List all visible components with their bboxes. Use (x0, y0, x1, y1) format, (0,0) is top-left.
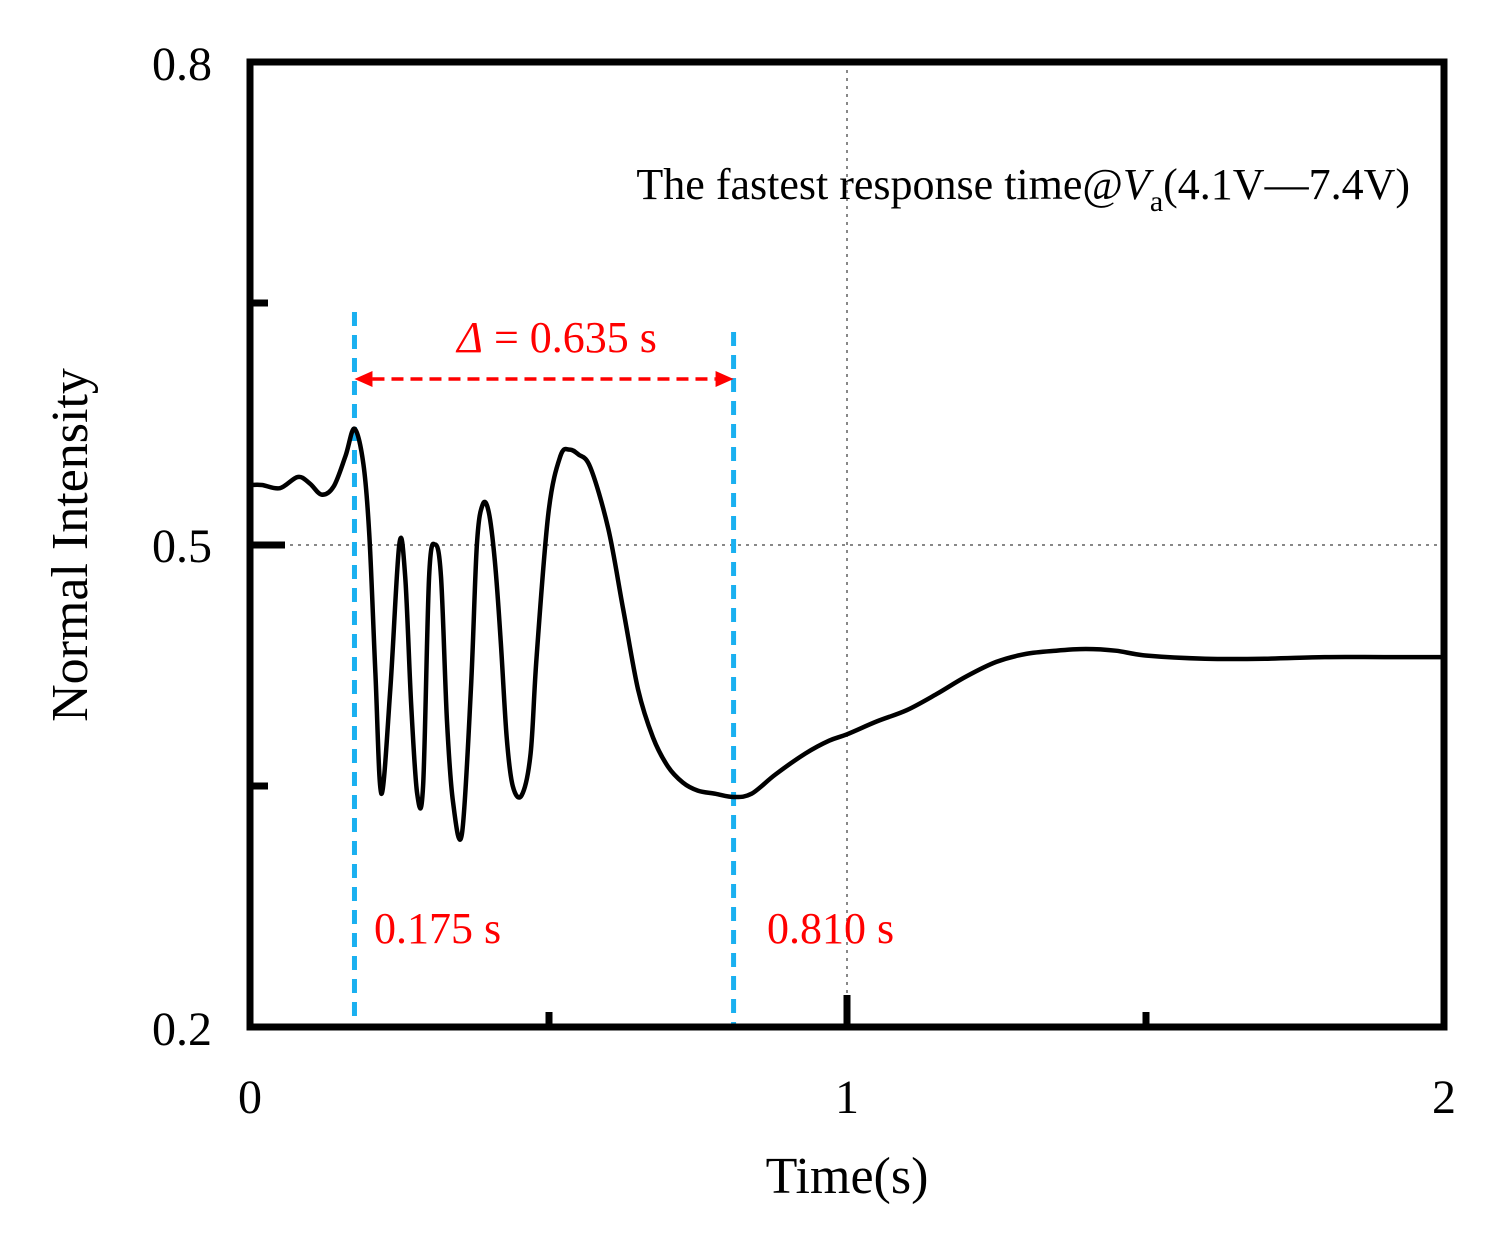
x-tick-label-0: 0 (238, 1071, 262, 1124)
intensity-series-line (247, 426, 1447, 842)
marker-label-0.810: 0.810 s (767, 904, 894, 953)
y-tick-label-0.5: 0.5 (152, 520, 212, 573)
x-tick-label-1: 1 (835, 1071, 859, 1124)
annotation-subscript: a (1150, 185, 1163, 218)
x-tick-label-2: 2 (1432, 1071, 1456, 1124)
annotation-variable: V (1123, 160, 1155, 209)
marker-label-0.175: 0.175 s (374, 904, 501, 953)
y-tick-label-0.2: 0.2 (152, 1003, 212, 1056)
delta-label: Δ = 0.635 s (455, 313, 657, 362)
y-axis-label: Normal Intensity (42, 368, 99, 722)
x-axis-label: Time(s) (766, 1148, 929, 1205)
delta-arrowhead-left (354, 371, 373, 387)
annotation-suffix: (4.1V—7.4V) (1163, 160, 1410, 209)
annotation-prefix: The fastest response time@ (636, 160, 1123, 209)
delta-symbol: Δ (455, 313, 483, 362)
y-tick-label-0.8: 0.8 (152, 38, 212, 91)
delta-value: = 0.635 s (483, 313, 657, 362)
delta-arrowhead-right (715, 371, 734, 387)
response-time-annotation: The fastest response time@Va(4.1V—7.4V) (636, 160, 1410, 218)
